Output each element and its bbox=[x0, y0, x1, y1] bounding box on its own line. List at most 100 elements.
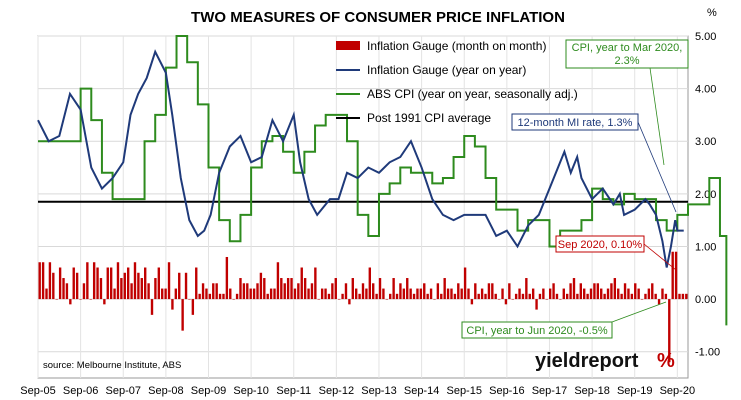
gauge-mom-bar bbox=[620, 293, 623, 300]
gauge-mom-bar bbox=[242, 283, 246, 300]
gauge-mom-bar bbox=[487, 283, 491, 300]
gauge-mom-bar bbox=[147, 283, 150, 300]
gauge-mom-bar bbox=[477, 293, 480, 300]
gauge-mom-bar bbox=[443, 278, 446, 300]
gauge-mom-bar bbox=[222, 293, 225, 300]
x-axis: Sep-05 Sep-06 Sep-07 Sep-08 Sep-09 Sep-10 Sep-… bbox=[20, 385, 695, 397]
gauge-mom-bar bbox=[324, 288, 327, 300]
gauge-mom-bar bbox=[365, 288, 368, 300]
gauge-mom-bar bbox=[259, 272, 263, 300]
gauge-mom-bar bbox=[583, 288, 586, 300]
gauge-mom-bar bbox=[525, 278, 528, 300]
gauge-mom-bar bbox=[644, 293, 647, 300]
gauge-mom-bar bbox=[586, 293, 589, 300]
gauge-mom-bar bbox=[501, 288, 504, 300]
gauge-mom-bar bbox=[463, 267, 467, 300]
gauge-mom-bar bbox=[671, 251, 674, 300]
gauge-mom-bar bbox=[62, 278, 65, 300]
y-tick-label: -1.00 bbox=[695, 347, 720, 359]
gauge-mom-bar bbox=[140, 278, 143, 300]
y-tick-label: 4.00 bbox=[695, 84, 716, 96]
x-tick-label: Sep-14 bbox=[404, 385, 439, 397]
gauge-mom-bar bbox=[181, 299, 184, 331]
legend-label-abs: ABS CPI (year on year, seasonally adj.) bbox=[367, 87, 578, 101]
y-tick-label: 3.00 bbox=[695, 136, 716, 148]
gauge-mom-bar bbox=[497, 299, 501, 300]
gauge-mom-bar bbox=[58, 267, 62, 300]
x-tick-label: Sep-19 bbox=[617, 385, 652, 397]
gauge-mom-bar bbox=[494, 293, 497, 300]
gauge-mom-bar bbox=[307, 288, 310, 300]
gauge-mom-bar bbox=[627, 288, 630, 300]
gauge-mom-bar bbox=[368, 267, 371, 300]
gauge-mom-bar bbox=[436, 283, 440, 300]
gauge-mom-bar bbox=[75, 272, 79, 300]
y-tick-label: 5.00 bbox=[695, 31, 716, 43]
gauge-mom-bar bbox=[106, 267, 109, 300]
gauge-mom-bar bbox=[402, 288, 406, 300]
gauge-mom-bar bbox=[109, 267, 113, 300]
gauge-mom-bar bbox=[617, 288, 620, 300]
gauge-mom-bar bbox=[273, 288, 276, 300]
chart-title: TWO MEASURES OF CONSUMER PRICE INFLATION bbox=[191, 9, 565, 26]
gauge-mom-bar bbox=[542, 288, 545, 300]
gauge-mom-bar bbox=[256, 283, 259, 300]
x-tick-label: Sep-18 bbox=[574, 385, 609, 397]
gauge-mom-bar bbox=[72, 267, 75, 300]
gauge-mom-bar bbox=[137, 272, 140, 300]
annotation-cpi-mar: CPI, year to Mar 2020, 2.3% bbox=[565, 39, 689, 166]
gauge-mom-bar bbox=[661, 288, 664, 300]
gauge-mom-bar bbox=[514, 293, 518, 300]
gauge-mom-bar bbox=[535, 299, 538, 310]
y-tick-label: 2.00 bbox=[695, 189, 716, 201]
gauge-mom-bar bbox=[317, 299, 320, 300]
gauge-mom-bar bbox=[99, 278, 103, 300]
y-tick-label: 1.00 bbox=[695, 241, 716, 253]
gauge-mom-bar bbox=[283, 283, 286, 300]
gauge-mom-bar bbox=[184, 272, 188, 300]
gauge-mom-bar bbox=[52, 272, 55, 300]
gauge-mom-bar bbox=[508, 283, 511, 300]
gauge-mom-bar bbox=[290, 278, 293, 300]
gauge-mom-bar bbox=[589, 288, 593, 300]
gauge-mom-bar bbox=[126, 267, 130, 300]
gauge-mom-bar bbox=[103, 299, 106, 305]
gauge-mom-bar bbox=[579, 283, 582, 300]
gauge-mom-bars bbox=[38, 251, 688, 363]
gauge-mom-bar bbox=[429, 288, 433, 300]
gauge-mom-bar bbox=[528, 293, 531, 300]
gauge-mom-bar bbox=[154, 278, 157, 300]
gauge-mom-bar bbox=[569, 283, 572, 300]
annotation-sep-2020-text: Sep 2020, 0.10% bbox=[558, 239, 643, 251]
legend-label-mom: Inflation Gauge (month on month) bbox=[367, 39, 546, 53]
brand-main: yieldreport bbox=[535, 350, 639, 372]
gauge-mom-bar bbox=[389, 293, 392, 300]
gauge-mom-bar bbox=[225, 256, 229, 300]
gauge-mom-bar bbox=[681, 293, 685, 300]
abs-cpi-line bbox=[38, 35, 728, 326]
gauge-mom-bar bbox=[593, 283, 596, 300]
gauge-mom-bar bbox=[310, 283, 314, 300]
gauge-mom-bar bbox=[212, 283, 215, 300]
gauge-mom-bar bbox=[280, 278, 283, 300]
gauge-mom-bar bbox=[409, 288, 412, 300]
gauge-mom-bar bbox=[157, 267, 161, 300]
gauge-mom-bar bbox=[337, 299, 341, 300]
gauge-mom-bar bbox=[293, 288, 297, 300]
gauge-mom-bar bbox=[188, 299, 191, 300]
gauge-mom-bar bbox=[423, 283, 426, 300]
gauge-mom-bar bbox=[562, 288, 565, 300]
gauge-mom-bar bbox=[685, 293, 688, 300]
gauge-mom-bar bbox=[161, 288, 164, 300]
x-tick-label: Sep-08 bbox=[148, 385, 183, 397]
gauge-mom-bar bbox=[521, 293, 525, 300]
gauge-mom-bar bbox=[252, 288, 256, 300]
gauge-mom-bar bbox=[201, 283, 205, 300]
gauge-mom-bar bbox=[623, 283, 627, 300]
gauge-mom-bar bbox=[327, 293, 331, 300]
gauge-mom-bar bbox=[446, 288, 450, 300]
y-unit-label: % bbox=[707, 7, 717, 19]
brand-suffix: % bbox=[657, 350, 675, 372]
legend-swatch-mom bbox=[336, 41, 360, 50]
